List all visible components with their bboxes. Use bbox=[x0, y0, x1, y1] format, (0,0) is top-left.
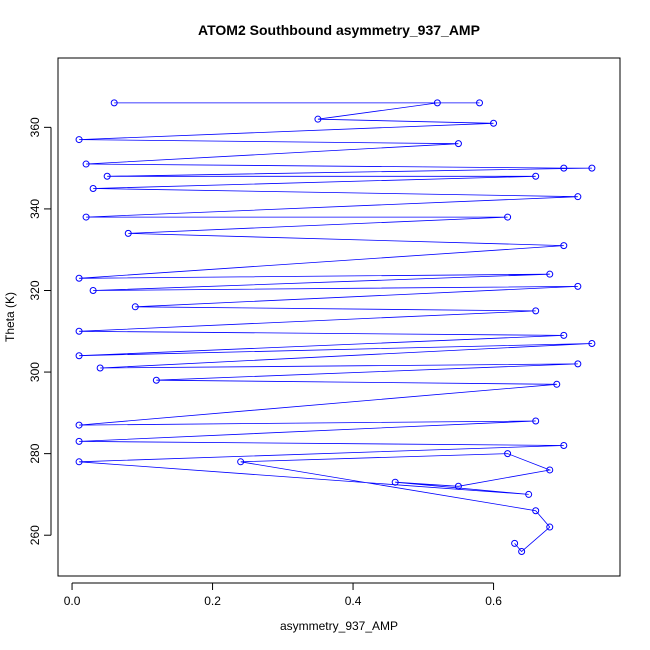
data-point bbox=[504, 450, 512, 458]
data-point bbox=[532, 417, 540, 425]
data-point bbox=[314, 115, 322, 123]
x-tick-label: 0.0 bbox=[64, 594, 81, 608]
data-point bbox=[131, 303, 139, 311]
data-point bbox=[518, 548, 526, 556]
data-point bbox=[75, 437, 83, 445]
data-point bbox=[532, 172, 540, 180]
data-point bbox=[89, 286, 97, 294]
data-point bbox=[532, 307, 540, 315]
data-point bbox=[546, 270, 554, 278]
data-point bbox=[75, 274, 83, 282]
data-point bbox=[553, 380, 561, 388]
data-point bbox=[511, 539, 519, 547]
data-point bbox=[546, 466, 554, 474]
data-point bbox=[574, 193, 582, 201]
data-point bbox=[574, 282, 582, 290]
data-point bbox=[110, 99, 118, 107]
x-tick-label: 0.6 bbox=[485, 594, 502, 608]
data-point bbox=[532, 507, 540, 515]
data-point bbox=[560, 441, 568, 449]
plot-frame bbox=[57, 57, 621, 577]
data-point bbox=[96, 364, 104, 372]
data-point bbox=[588, 164, 596, 172]
y-tick-label: 280 bbox=[28, 443, 42, 463]
data-point bbox=[75, 458, 83, 466]
data-point bbox=[588, 340, 596, 348]
data-point bbox=[560, 242, 568, 250]
y-tick-label: 300 bbox=[28, 362, 42, 382]
plot-area bbox=[75, 99, 596, 556]
y-tick-label: 260 bbox=[28, 525, 42, 545]
x-axis: 0.0 0.2 0.4 0.6 bbox=[64, 582, 502, 608]
y-tick-label: 360 bbox=[28, 117, 42, 137]
data-point bbox=[124, 229, 132, 237]
data-point bbox=[476, 99, 483, 107]
data-point bbox=[546, 523, 554, 531]
data-point bbox=[75, 327, 83, 335]
data-point bbox=[490, 119, 498, 127]
x-axis-label: asymmetry_937_AMP bbox=[280, 619, 398, 633]
data-point bbox=[75, 136, 83, 144]
data-point bbox=[391, 478, 399, 486]
data-point bbox=[525, 490, 533, 498]
y-tick-label: 340 bbox=[28, 199, 42, 219]
series-line bbox=[79, 102, 592, 553]
data-point bbox=[504, 213, 512, 221]
data-layer bbox=[75, 99, 596, 556]
y-axis-label: Theta (K) bbox=[3, 292, 17, 342]
data-point bbox=[75, 352, 83, 360]
x-tick-label: 0.2 bbox=[204, 594, 221, 608]
data-point bbox=[82, 213, 90, 221]
data-point bbox=[454, 482, 462, 490]
chart-title: ATOM2 Southbound asymmetry_937_AMP bbox=[198, 22, 480, 38]
data-point bbox=[237, 458, 245, 466]
y-tick-label: 320 bbox=[28, 280, 42, 300]
data-point bbox=[560, 164, 568, 172]
data-point bbox=[103, 172, 111, 180]
data-point bbox=[454, 140, 462, 148]
data-point bbox=[75, 421, 83, 429]
data-point bbox=[89, 185, 97, 193]
y-axis: 260 280 300 320 340 360 bbox=[28, 117, 52, 545]
data-point bbox=[560, 331, 568, 339]
data-point bbox=[574, 360, 582, 368]
data-point bbox=[82, 160, 90, 168]
data-point bbox=[152, 376, 160, 384]
x-tick-label: 0.4 bbox=[345, 594, 362, 608]
data-point bbox=[433, 99, 441, 107]
